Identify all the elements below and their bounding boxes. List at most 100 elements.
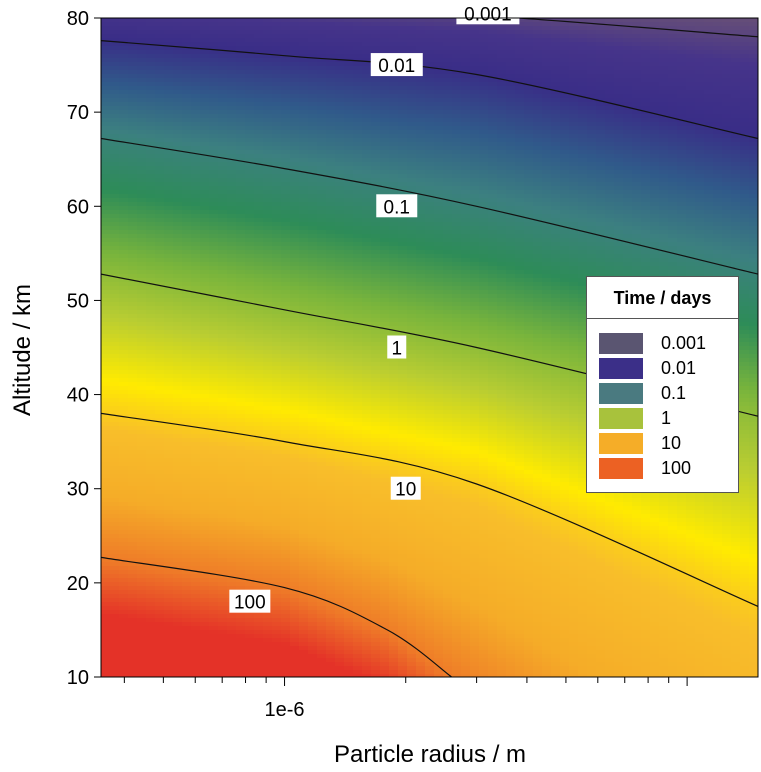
heat-cell — [362, 318, 372, 323]
heat-cell — [128, 590, 138, 595]
heat-cell — [335, 294, 345, 299]
heat-cell — [155, 26, 165, 31]
heat-cell — [281, 338, 291, 343]
heat-cell — [281, 642, 291, 647]
heat-cell — [101, 246, 111, 251]
heat-cell — [110, 418, 120, 423]
heat-cell — [236, 146, 246, 151]
heat-cell — [137, 562, 147, 567]
heat-cell — [290, 190, 300, 195]
heat-cell — [110, 58, 120, 63]
heat-cell — [164, 422, 174, 427]
heat-cell — [155, 78, 165, 83]
heat-cell — [335, 70, 345, 75]
heat-cell — [110, 382, 120, 387]
heat-cell — [137, 658, 147, 663]
heat-cell — [299, 278, 309, 283]
heat-cell — [227, 138, 237, 143]
heat-cell — [110, 142, 120, 147]
heat-cell — [281, 150, 291, 155]
heat-cell — [155, 262, 165, 267]
heat-cell — [191, 62, 201, 67]
heat-cell — [362, 590, 372, 595]
heat-cell — [218, 414, 228, 419]
heat-cell — [326, 182, 336, 187]
heat-cell — [110, 126, 120, 131]
heat-cell — [326, 126, 336, 131]
heat-cell — [335, 574, 345, 579]
heat-cell — [362, 582, 372, 587]
heat-cell — [353, 406, 363, 411]
heat-cell — [290, 570, 300, 575]
heat-cell — [164, 310, 174, 315]
heat-cell — [290, 234, 300, 239]
heat-cell — [344, 138, 354, 143]
heat-cell — [155, 394, 165, 399]
heat-cell — [272, 142, 282, 147]
heat-cell — [281, 42, 291, 47]
heat-cell — [110, 146, 120, 151]
heat-cell — [335, 394, 345, 399]
heat-cell — [326, 326, 336, 331]
heat-cell — [299, 614, 309, 619]
heat-cell — [245, 430, 255, 435]
heat-cell — [353, 334, 363, 339]
heat-cell — [155, 234, 165, 239]
heat-cell — [119, 270, 129, 275]
heat-cell — [281, 218, 291, 223]
heat-cell — [308, 522, 318, 527]
heat-cell — [371, 46, 381, 51]
heat-cell — [281, 334, 291, 339]
heat-cell — [110, 306, 120, 311]
heat-cell — [146, 422, 156, 427]
heat-cell — [191, 106, 201, 111]
heat-cell — [272, 114, 282, 119]
heat-cell — [299, 638, 309, 643]
heat-cell — [218, 554, 228, 559]
heat-cell — [317, 82, 327, 87]
heat-cell — [353, 78, 363, 83]
heat-cell — [308, 578, 318, 583]
heat-cell — [164, 622, 174, 627]
heat-cell — [290, 410, 300, 415]
heat-cell — [155, 238, 165, 243]
heat-cell — [308, 114, 318, 119]
heat-cell — [200, 54, 210, 59]
heat-cell — [227, 486, 237, 491]
heat-cell — [326, 542, 336, 547]
heat-cell — [146, 594, 156, 599]
heat-cell — [344, 398, 354, 403]
heat-cell — [128, 462, 138, 467]
heat-cell — [227, 646, 237, 651]
heat-cell — [173, 486, 183, 491]
heat-cell — [335, 542, 345, 547]
heat-cell — [236, 194, 246, 199]
heat-cell — [371, 102, 381, 107]
heat-cell — [272, 278, 282, 283]
heat-cell — [137, 122, 147, 127]
heat-cell — [263, 26, 273, 31]
heat-cell — [128, 302, 138, 307]
heat-cell — [362, 262, 372, 267]
heat-cell — [137, 158, 147, 163]
heat-cell — [299, 474, 309, 479]
heat-cell — [173, 606, 183, 611]
heat-cell — [200, 262, 210, 267]
heat-cell — [200, 362, 210, 367]
heat-cell — [209, 274, 219, 279]
heat-cell — [272, 198, 282, 203]
heat-cell — [236, 142, 246, 147]
heat-cell — [362, 378, 372, 383]
heat-cell — [146, 322, 156, 327]
heat-cell — [146, 474, 156, 479]
heat-cell — [128, 322, 138, 327]
heat-cell — [218, 182, 228, 187]
heat-cell — [164, 106, 174, 111]
heat-cell — [335, 382, 345, 387]
heat-cell — [272, 222, 282, 227]
heat-cell — [173, 562, 183, 567]
heat-cell — [155, 250, 165, 255]
heat-cell — [254, 38, 264, 43]
heat-cell — [200, 554, 210, 559]
heat-cell — [173, 378, 183, 383]
